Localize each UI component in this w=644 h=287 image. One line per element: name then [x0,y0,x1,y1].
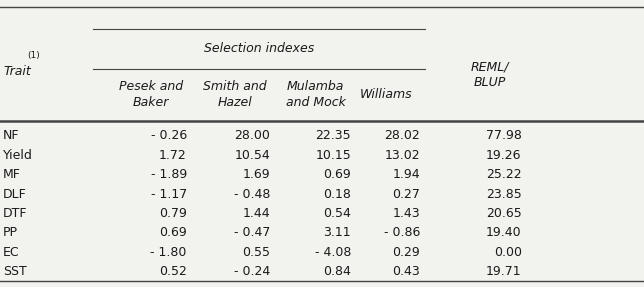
Text: 19.26: 19.26 [486,149,522,162]
Text: 1.94: 1.94 [392,168,420,181]
Text: 28.00: 28.00 [234,129,270,142]
Text: Yield: Yield [3,149,33,162]
Text: PP: PP [3,226,18,239]
Text: 0.00: 0.00 [494,246,522,259]
Text: - 1.89: - 1.89 [151,168,187,181]
Text: 1.72: 1.72 [159,149,187,162]
Text: 19.71: 19.71 [486,265,522,278]
Text: 1.44: 1.44 [243,207,270,220]
Text: 77.98: 77.98 [486,129,522,142]
Text: 0.18: 0.18 [323,188,351,201]
Text: - 1.17: - 1.17 [151,188,187,201]
Text: NF: NF [3,129,20,142]
Text: 1.69: 1.69 [243,168,270,181]
Text: 25.22: 25.22 [486,168,522,181]
Text: 0.27: 0.27 [392,188,420,201]
Text: 3.11: 3.11 [323,226,351,239]
Text: - 0.24: - 0.24 [234,265,270,278]
Text: Pesek and
Baker: Pesek and Baker [119,80,184,109]
Text: - 0.47: - 0.47 [234,226,270,239]
Text: 0.43: 0.43 [392,265,420,278]
Text: Selection indexes: Selection indexes [204,42,314,55]
Text: 22.35: 22.35 [316,129,351,142]
Text: 0.69: 0.69 [323,168,351,181]
Text: Smith and
Hazel: Smith and Hazel [204,80,267,109]
Text: Williams: Williams [360,88,413,101]
Text: REML/
BLUP: REML/ BLUP [470,60,509,89]
Text: 10.54: 10.54 [234,149,270,162]
Text: - 0.48: - 0.48 [234,188,270,201]
Text: (1): (1) [28,51,41,61]
Text: 1.43: 1.43 [392,207,420,220]
Text: 10.15: 10.15 [315,149,351,162]
Text: - 0.26: - 0.26 [151,129,187,142]
Text: 0.55: 0.55 [243,246,270,259]
Text: 19.40: 19.40 [486,226,522,239]
Text: Trait: Trait [3,65,31,78]
Text: SST: SST [3,265,27,278]
Text: 20.65: 20.65 [486,207,522,220]
Text: MF: MF [3,168,21,181]
Text: Mulamba
and Mock: Mulamba and Mock [286,80,345,109]
Text: 0.29: 0.29 [392,246,420,259]
Text: - 1.80: - 1.80 [151,246,187,259]
Text: 23.85: 23.85 [486,188,522,201]
Text: EC: EC [3,246,20,259]
Text: 0.69: 0.69 [159,226,187,239]
Text: 0.54: 0.54 [323,207,351,220]
Text: DTF: DTF [3,207,28,220]
Text: - 0.86: - 0.86 [384,226,420,239]
Text: - 4.08: - 4.08 [315,246,351,259]
Text: 0.52: 0.52 [159,265,187,278]
Text: 0.84: 0.84 [323,265,351,278]
Text: 0.79: 0.79 [159,207,187,220]
Text: 28.02: 28.02 [384,129,420,142]
Text: 13.02: 13.02 [384,149,420,162]
Text: DLF: DLF [3,188,27,201]
